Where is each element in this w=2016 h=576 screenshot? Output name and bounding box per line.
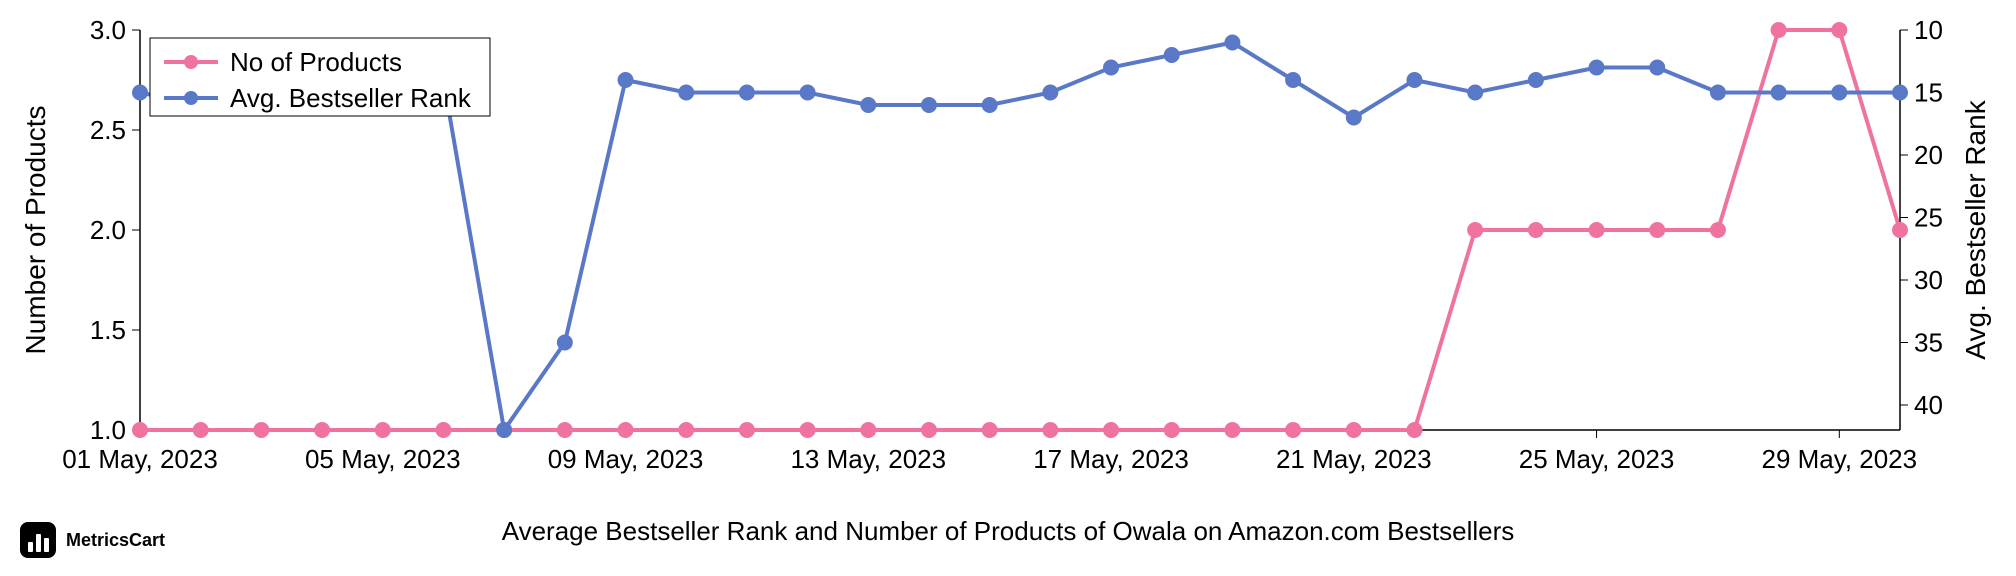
series-marker bbox=[1468, 86, 1482, 100]
chart-caption: Average Bestseller Rank and Number of Pr… bbox=[502, 516, 1515, 546]
series-marker bbox=[861, 98, 875, 112]
series-marker bbox=[1650, 61, 1664, 75]
series-marker bbox=[1225, 36, 1239, 50]
brand-icon bbox=[20, 522, 56, 558]
series-marker bbox=[1104, 61, 1118, 75]
series-marker bbox=[1893, 86, 1907, 100]
series-marker bbox=[497, 423, 511, 437]
x-tick-label: 09 May, 2023 bbox=[548, 444, 704, 474]
series-marker bbox=[1772, 86, 1786, 100]
series-marker bbox=[1893, 223, 1907, 237]
series-marker bbox=[194, 423, 208, 437]
y-left-tick-label: 2.0 bbox=[90, 215, 126, 245]
series-marker bbox=[1104, 423, 1118, 437]
series-marker bbox=[1165, 423, 1179, 437]
x-tick-label: 21 May, 2023 bbox=[1276, 444, 1432, 474]
legend-marker bbox=[184, 91, 198, 105]
series-marker bbox=[740, 423, 754, 437]
series-marker bbox=[983, 98, 997, 112]
series-marker bbox=[679, 86, 693, 100]
legend-label: Avg. Bestseller Rank bbox=[230, 83, 472, 113]
series-marker bbox=[376, 423, 390, 437]
y-right-tick-label: 25 bbox=[1914, 203, 1943, 233]
y-left-tick-label: 3.0 bbox=[90, 15, 126, 45]
series-marker bbox=[315, 423, 329, 437]
series-marker bbox=[1043, 86, 1057, 100]
brand-name: MetricsCart bbox=[66, 530, 165, 551]
x-tick-label: 17 May, 2023 bbox=[1033, 444, 1189, 474]
x-tick-label: 25 May, 2023 bbox=[1519, 444, 1675, 474]
x-tick-label: 05 May, 2023 bbox=[305, 444, 461, 474]
series-marker bbox=[1468, 223, 1482, 237]
y-right-title: Avg. Bestseller Rank bbox=[1960, 99, 1991, 359]
series-marker bbox=[922, 98, 936, 112]
series-marker bbox=[1590, 223, 1604, 237]
series-marker bbox=[1165, 48, 1179, 62]
series-marker bbox=[1650, 223, 1664, 237]
series-marker bbox=[922, 423, 936, 437]
legend-marker bbox=[184, 55, 198, 69]
series-marker bbox=[436, 423, 450, 437]
series-marker bbox=[1347, 111, 1361, 125]
series-marker bbox=[1529, 73, 1543, 87]
series-marker bbox=[679, 423, 693, 437]
series-marker bbox=[1711, 86, 1725, 100]
series-marker bbox=[254, 423, 268, 437]
series-marker bbox=[1772, 23, 1786, 37]
series-marker bbox=[983, 423, 997, 437]
legend-label: No of Products bbox=[230, 47, 402, 77]
series-marker bbox=[133, 86, 147, 100]
y-left-tick-label: 2.5 bbox=[90, 115, 126, 145]
series-marker bbox=[1590, 61, 1604, 75]
series-marker bbox=[1832, 23, 1846, 37]
y-left-title: Number of Products bbox=[20, 106, 51, 355]
series-marker bbox=[1043, 423, 1057, 437]
series-marker bbox=[1529, 223, 1543, 237]
x-tick-label: 29 May, 2023 bbox=[1761, 444, 1917, 474]
series-marker bbox=[801, 86, 815, 100]
series-marker bbox=[861, 423, 875, 437]
y-right-tick-label: 20 bbox=[1914, 140, 1943, 170]
series-marker bbox=[1347, 423, 1361, 437]
series-marker bbox=[558, 336, 572, 350]
y-right-tick-label: 10 bbox=[1914, 15, 1943, 45]
y-right-tick-label: 40 bbox=[1914, 390, 1943, 420]
series-marker bbox=[1711, 223, 1725, 237]
y-left-tick-label: 1.5 bbox=[90, 315, 126, 345]
y-left-tick-label: 1.0 bbox=[90, 415, 126, 445]
brand-footer: MetricsCart bbox=[20, 522, 165, 558]
series-marker bbox=[1407, 73, 1421, 87]
series-marker bbox=[740, 86, 754, 100]
series-marker bbox=[1286, 73, 1300, 87]
y-right-tick-label: 15 bbox=[1914, 78, 1943, 108]
series-marker bbox=[1286, 423, 1300, 437]
series-marker bbox=[1832, 86, 1846, 100]
series-marker bbox=[619, 73, 633, 87]
x-tick-label: 01 May, 2023 bbox=[62, 444, 218, 474]
series-marker bbox=[1407, 423, 1421, 437]
series-marker bbox=[558, 423, 572, 437]
y-right-tick-label: 35 bbox=[1914, 328, 1943, 358]
series-marker bbox=[801, 423, 815, 437]
y-right-tick-label: 30 bbox=[1914, 265, 1943, 295]
dual-axis-line-chart: 1.0 1.5 2.0 2.5 3.0 Number of Products 10 15 20 2… bbox=[0, 0, 2016, 576]
series-marker bbox=[1225, 423, 1239, 437]
x-tick-label: 13 May, 2023 bbox=[790, 444, 946, 474]
series-marker bbox=[619, 423, 633, 437]
series-marker bbox=[133, 423, 147, 437]
